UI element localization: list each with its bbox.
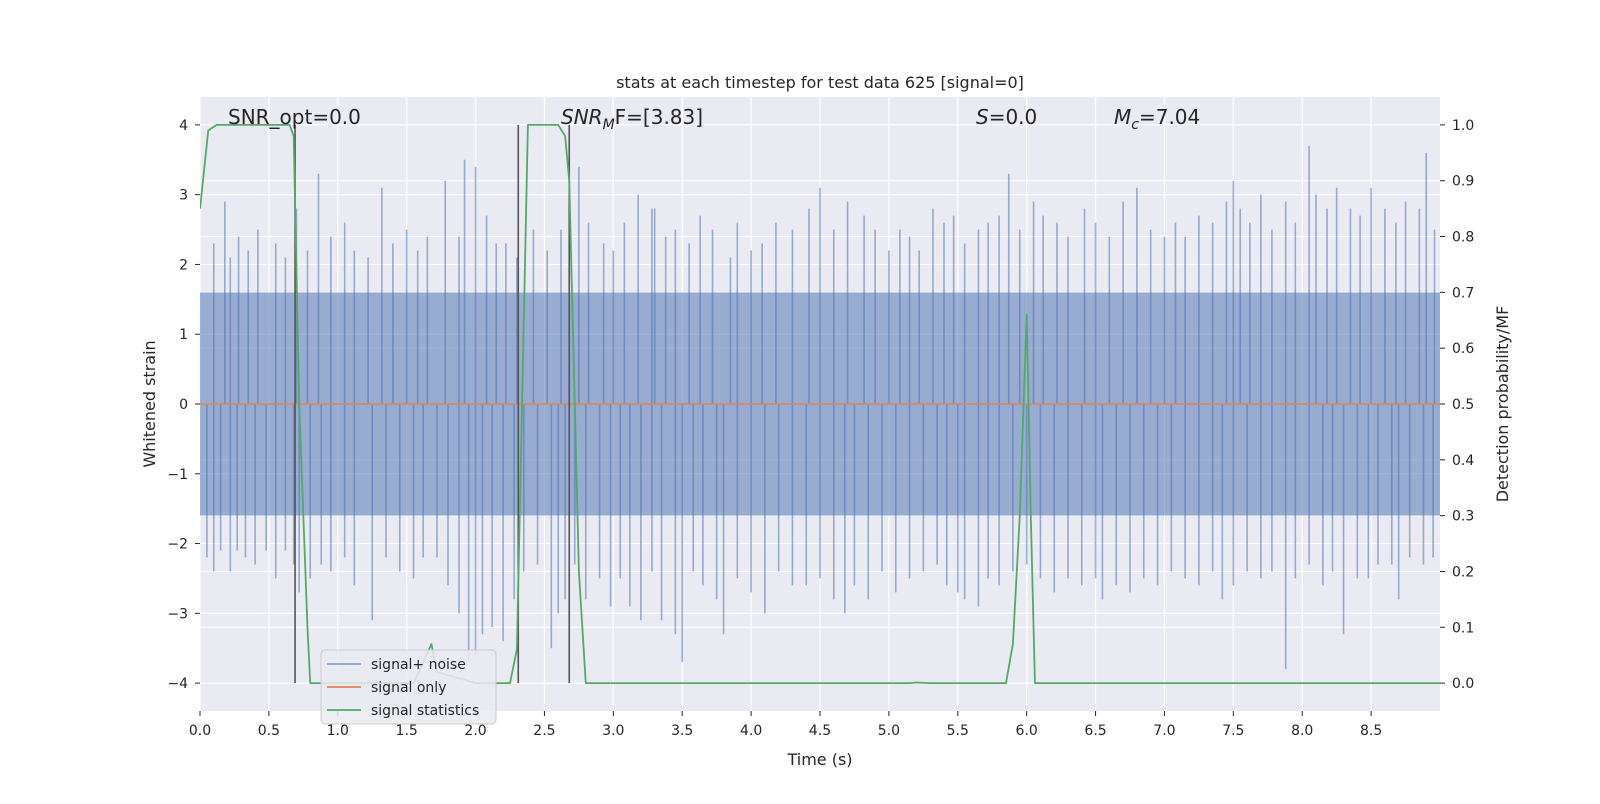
y-left-tick-label: 4 [179,118,188,134]
legend: signal+ noise signal only signal statistic… [320,649,497,725]
y-left-tick-label: −1 [167,467,188,483]
y-left-tick-label: 1 [179,327,188,343]
annotation-value: =7.04 [1139,105,1200,129]
y-right-tick-label: 0.3 [1452,509,1474,525]
chart-title: stats at each timestep for test data 625… [616,73,1024,92]
y-left-tick-label: 3 [179,188,188,204]
y-right-axis-title: Detection probability/MF [1493,306,1512,503]
legend-box [320,649,497,725]
y-left-tick-label: −2 [167,537,188,553]
x-tick-label: 1.0 [327,723,349,739]
series-signal-statistics [200,124,1440,684]
y-left-tick-label: −4 [167,676,188,692]
x-tick-label: 4.0 [740,723,762,739]
y-left-tick-label: −3 [167,606,188,622]
y-right-tick-label: 0.1 [1452,620,1474,636]
legend-label: signal statistics [371,703,479,719]
annotation-value: =0.0 [989,105,1038,129]
annotation-symbol: S [976,105,989,129]
y-right-tick-label: 0.6 [1452,341,1474,357]
annotations: SNR_opt=0.0 SNRMF=[3.83] S=0.0 Mc=7.04 [228,105,1200,133]
x-tick-label: 2.0 [464,723,486,739]
legend-label: signal+ noise [371,657,466,673]
x-tick-label: 5.5 [947,723,969,739]
x-tick-label: 0.0 [189,723,211,739]
x-tick-label: 0.5 [258,723,280,739]
x-axis-title: Time (s) [786,750,852,769]
annotation-text: Mc=7.04 [1114,105,1200,133]
y-right-tick-label: 0.5 [1452,397,1474,413]
y-right-tick-label: 0.8 [1452,230,1474,246]
x-tick-label: 8.0 [1291,723,1313,739]
x-tick-label: 8.5 [1360,723,1382,739]
y-right-tick-label: 0.2 [1452,564,1474,580]
y-right-tick-label: 0.0 [1452,676,1474,692]
annotation-text: SNR_opt=0.0 [228,105,361,129]
annotation-symbol: SNR [561,105,603,129]
y-left-tick-label: 0 [179,397,188,413]
y-left-tick-label: 2 [179,257,188,273]
x-tick-label: 6.5 [1084,723,1106,739]
x-tick-label: 5.0 [878,723,900,739]
y-right-tick-label: 0.9 [1452,174,1474,190]
annotation-value: F=[3.83] [615,105,703,129]
annotation-subscript: M [603,117,615,133]
plot-layer [199,97,1440,711]
x-tick-label: 1.5 [396,723,418,739]
annotation-text: S=0.0 [976,105,1037,129]
legend-label: signal only [371,680,446,696]
data-layer [200,124,1440,684]
x-tick-label: 7.0 [1153,723,1175,739]
annotation-subscript: c [1131,117,1139,133]
y-right-tick-label: 0.7 [1452,285,1474,301]
x-tick-label: 4.5 [809,723,831,739]
x-tick-label: 6.0 [1016,723,1038,739]
x-tick-label: 7.5 [1222,723,1244,739]
y-right-tick-label: 1.0 [1452,118,1474,134]
x-tick-label: 2.5 [533,723,555,739]
annotation-text: SNRMF=[3.83] [561,105,703,133]
tick-labels: 0.0 0.5 1.0 1.5 2.0 2.5 3.0 3.5 4.0 4.5 5.0 5.5 6.0 6… [167,118,1474,739]
annotation-symbol: M [1114,105,1131,129]
x-tick-label: 3.5 [671,723,693,739]
y-right-tick-label: 0.4 [1452,453,1474,469]
y-left-axis-title: Whitened strain [140,340,159,467]
x-tick-label: 3.0 [602,723,624,739]
